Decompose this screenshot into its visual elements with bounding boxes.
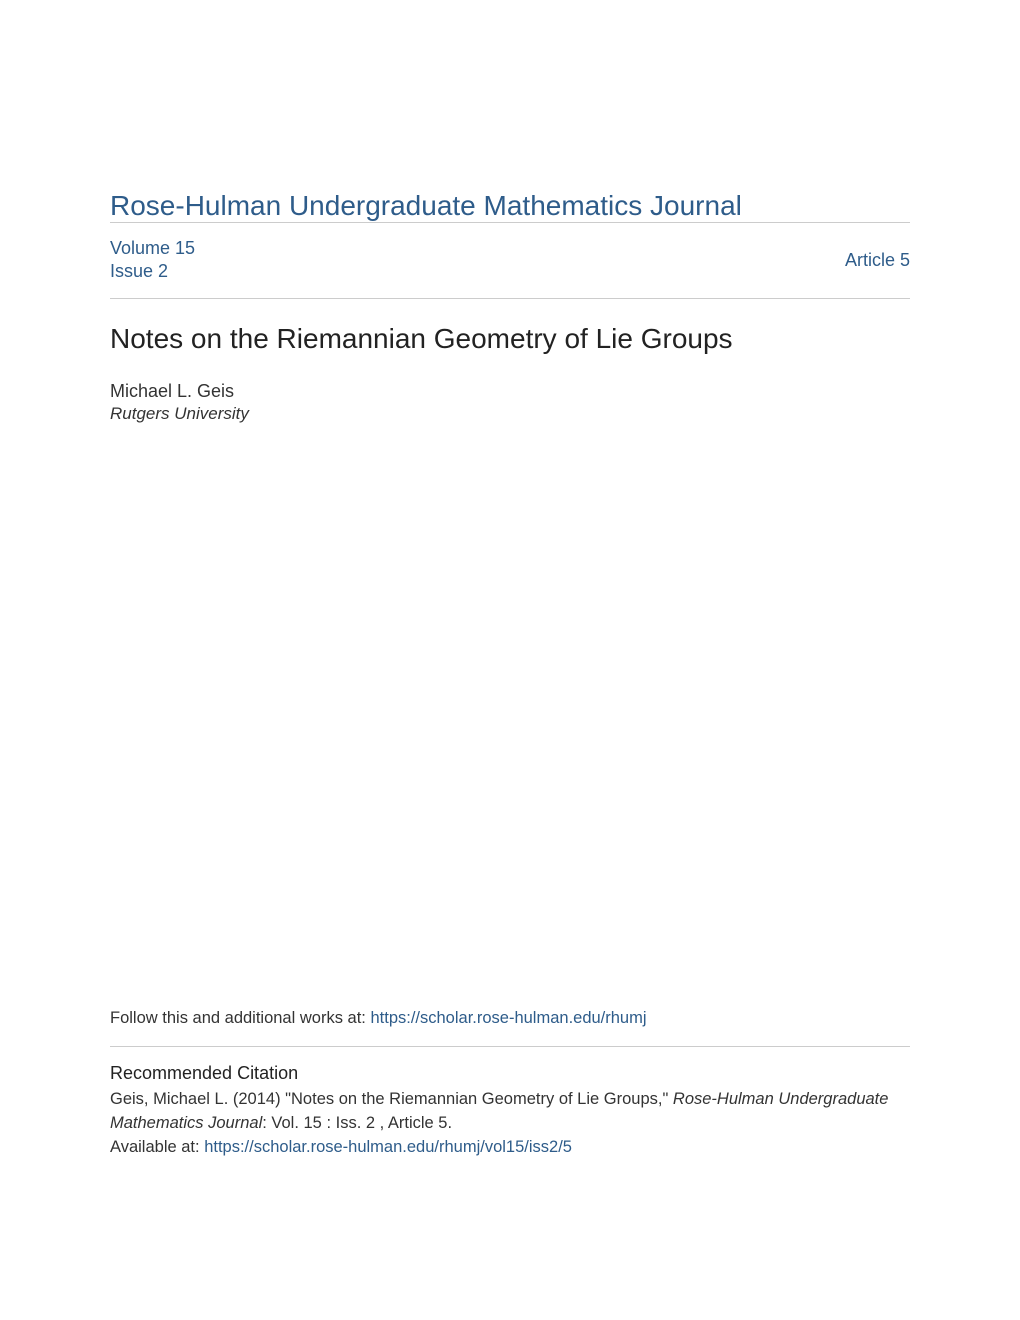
journal-title-link[interactable]: Rose-Hulman Undergraduate Mathematics Jo… xyxy=(110,190,742,221)
follow-line: Follow this and additional works at: htt… xyxy=(110,1009,910,1028)
meta-right: Article 5 xyxy=(845,250,910,271)
citation-available-prefix: Available at: xyxy=(110,1138,204,1156)
divider-bottom xyxy=(110,1046,910,1047)
follow-url-link[interactable]: https://scholar.rose-hulman.edu/rhumj xyxy=(370,1009,646,1027)
article-title: Notes on the Riemannian Geometry of Lie … xyxy=(110,323,910,355)
author-affiliation: Rutgers University xyxy=(110,404,910,424)
follow-prefix: Follow this and additional works at: xyxy=(110,1009,370,1027)
author-name: Michael L. Geis xyxy=(110,381,910,402)
volume-link[interactable]: Volume 15 xyxy=(110,237,195,260)
meta-row: Volume 15 Issue 2 Article 5 xyxy=(110,223,910,298)
citation-text-1: Geis, Michael L. (2014) "Notes on the Ri… xyxy=(110,1090,673,1108)
meta-left: Volume 15 Issue 2 xyxy=(110,237,195,284)
citation-body: Geis, Michael L. (2014) "Notes on the Ri… xyxy=(110,1088,910,1160)
article-link[interactable]: Article 5 xyxy=(845,250,910,270)
divider-meta xyxy=(110,298,910,299)
citation-text-2: : Vol. 15 : Iss. 2 , Article 5. xyxy=(262,1114,452,1132)
issue-link[interactable]: Issue 2 xyxy=(110,260,195,283)
bottom-section: Follow this and additional works at: htt… xyxy=(110,1009,910,1160)
citation-url-link[interactable]: https://scholar.rose-hulman.edu/rhumj/vo… xyxy=(204,1138,572,1156)
citation-heading: Recommended Citation xyxy=(110,1063,910,1084)
